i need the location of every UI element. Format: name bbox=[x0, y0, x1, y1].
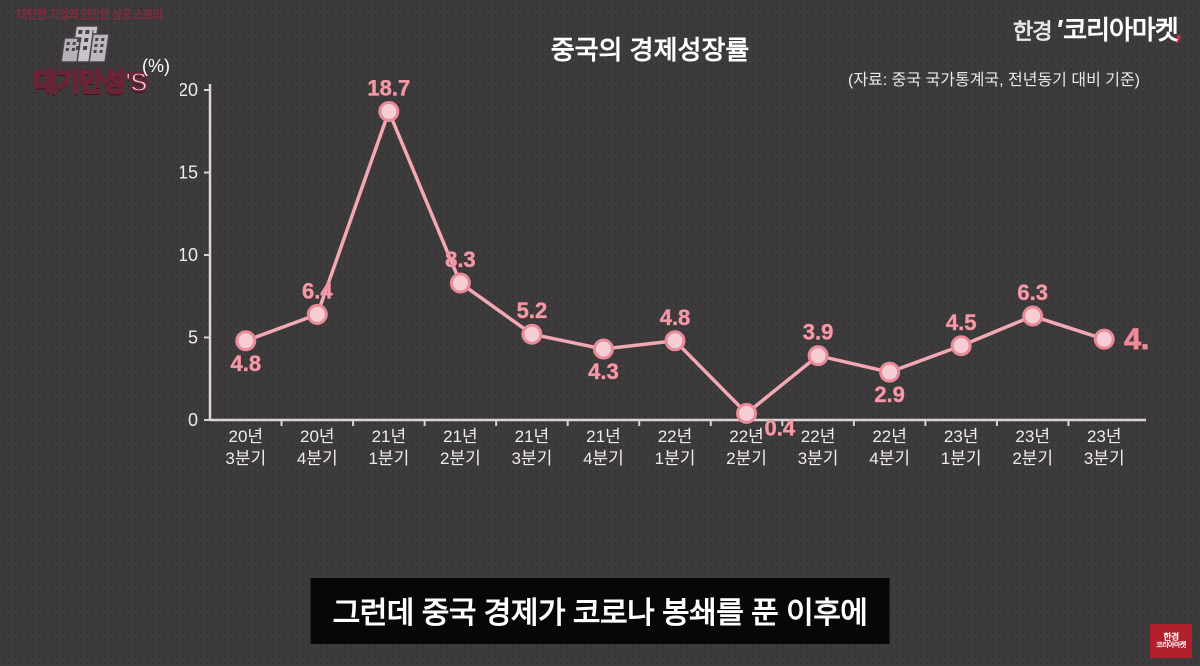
svg-text:2분기: 2분기 bbox=[440, 449, 481, 468]
chart-value-label: 3.9 bbox=[803, 320, 834, 345]
svg-text:4분기: 4분기 bbox=[583, 449, 624, 468]
svg-text:10: 10 bbox=[180, 245, 198, 265]
watermark-line2: 코리아마켓 bbox=[1156, 642, 1186, 649]
gdp-chart: 중국의 경제성장률 (자료: 중국 국가통계국, 전년동기 대비 기준) (%)… bbox=[130, 60, 1170, 540]
svg-text:21년: 21년 bbox=[586, 427, 621, 446]
chart-value-label: 18.7 bbox=[367, 80, 410, 100]
svg-text:22년: 22년 bbox=[729, 427, 764, 446]
brand-tail: , bbox=[1176, 15, 1182, 45]
svg-text:1분기: 1분기 bbox=[368, 449, 409, 468]
svg-text:20: 20 bbox=[180, 80, 198, 100]
svg-text:2분기: 2분기 bbox=[726, 449, 767, 468]
chart-value-label: 4.5 bbox=[946, 310, 977, 335]
svg-text:22년: 22년 bbox=[801, 427, 836, 446]
chart-value-label: 5.2 bbox=[517, 298, 548, 323]
svg-text:20년: 20년 bbox=[228, 427, 263, 446]
svg-text:21년: 21년 bbox=[372, 427, 407, 446]
chart-value-label: 4.8 bbox=[660, 305, 691, 330]
svg-text:4분기: 4분기 bbox=[297, 449, 338, 468]
svg-text:23년: 23년 bbox=[944, 427, 979, 446]
chart-value-label: 8.3 bbox=[445, 247, 476, 272]
chart-value-label: 6.4 bbox=[302, 278, 333, 303]
svg-text:1분기: 1분기 bbox=[941, 449, 982, 468]
svg-text:5: 5 bbox=[188, 328, 198, 348]
svg-text:21년: 21년 bbox=[443, 427, 478, 446]
chart-value-label: 4.8 bbox=[230, 351, 261, 376]
svg-text:21년: 21년 bbox=[515, 427, 550, 446]
svg-text:22년: 22년 bbox=[658, 427, 693, 446]
svg-text:4분기: 4분기 bbox=[869, 449, 910, 468]
chart-value-label: 4.9 bbox=[1124, 323, 1150, 356]
svg-text:22년: 22년 bbox=[872, 427, 907, 446]
svg-text:0: 0 bbox=[188, 410, 198, 430]
channel-logo-arc: 대단한 기업의 만만한 성공 스토리 bbox=[10, 5, 170, 23]
video-subtitle: 그런데 중국 경제가 코로나 봉쇄를 푼 이후에 bbox=[311, 578, 890, 644]
svg-text:2분기: 2분기 bbox=[1012, 449, 1053, 468]
svg-text:3분기: 3분기 bbox=[512, 449, 553, 468]
watermark-bottom-right: 한경 코리아마켓 bbox=[1150, 624, 1192, 658]
chart-value-label: 0.4 bbox=[765, 415, 796, 440]
svg-text:23년: 23년 bbox=[1087, 427, 1122, 446]
svg-text:3분기: 3분기 bbox=[1084, 449, 1125, 468]
chart-plot: 0 5 10 15 20 20년 3분기 20년 4분기 21년 1분기 21년 2분기 21년 3분기 21… bbox=[180, 80, 1150, 480]
svg-text:23년: 23년 bbox=[1015, 427, 1050, 446]
chart-y-unit: (%) bbox=[142, 56, 170, 77]
chart-value-label: 6.3 bbox=[1017, 280, 1048, 305]
svg-text:1분기: 1분기 bbox=[655, 449, 696, 468]
svg-text:3분기: 3분기 bbox=[798, 449, 839, 468]
svg-text:3분기: 3분기 bbox=[225, 449, 266, 468]
svg-text:15: 15 bbox=[180, 163, 198, 183]
watermark-line1: 한경 bbox=[1163, 633, 1179, 642]
chart-value-label: 2.9 bbox=[874, 382, 905, 407]
channel-logo-building bbox=[59, 20, 121, 68]
chart-title: 중국의 경제성장률 bbox=[130, 30, 1170, 67]
svg-text:20년: 20년 bbox=[300, 427, 335, 446]
chart-value-label: 4.3 bbox=[588, 359, 619, 384]
